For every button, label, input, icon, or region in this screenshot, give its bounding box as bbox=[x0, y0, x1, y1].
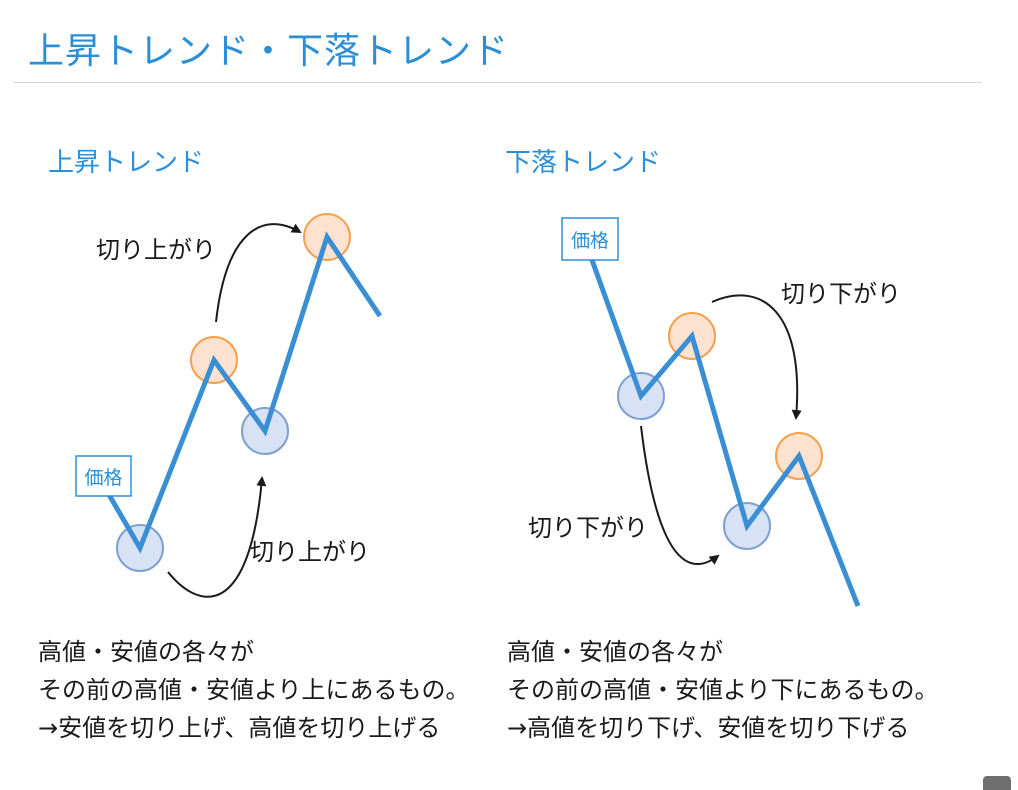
uptrend-lows-label: 切り上がり bbox=[250, 538, 370, 566]
downtrend-lows-arrow bbox=[640, 425, 720, 565]
page-title: 上昇トレンド・下落トレンド bbox=[28, 31, 510, 72]
scroll-top-icon[interactable] bbox=[983, 776, 1011, 790]
uptrend-price-label: 価格 bbox=[84, 467, 122, 489]
uptrend-caption-line: →安値を切り上げ、高値を切り上げる bbox=[38, 714, 441, 742]
downtrend-caption: 高値・安値の各々が その前の高値・安値より下にあるもの。 →高値を切り下げ、安値… bbox=[507, 633, 939, 747]
uptrend-highs-label: 切り上がり bbox=[96, 236, 216, 264]
uptrend-caption-line: 高値・安値の各々が bbox=[38, 638, 254, 666]
downtrend-heading: 下落トレンド bbox=[505, 148, 662, 178]
downtrend-highs-arrow bbox=[711, 294, 802, 420]
downtrend-price-label-box bbox=[561, 217, 619, 261]
title-divider bbox=[14, 82, 982, 83]
uptrend-caption-line: その前の高値・安値より上にあるもの。 bbox=[38, 676, 470, 704]
downtrend-price-line bbox=[589, 259, 861, 607]
downtrend-highs-label: 切り下がり bbox=[781, 280, 901, 308]
downtrend-diagram: 価格 切り下がり 切り下がり bbox=[528, 217, 901, 607]
uptrend-diagram: 価格 切り上がり 切り上がり bbox=[75, 213, 383, 598]
downtrend-caption-line: その前の高値・安値より下にあるもの。 bbox=[507, 676, 939, 704]
downtrend-price-label: 価格 bbox=[571, 230, 609, 252]
downtrend-caption-line: 高値・安値の各々が bbox=[507, 638, 723, 666]
uptrend-caption: 高値・安値の各々が その前の高値・安値より上にあるもの。 →安値を切り上げ、高値… bbox=[38, 633, 470, 747]
uptrend-lows-arrow bbox=[167, 476, 267, 598]
uptrend-heading: 上昇トレンド bbox=[48, 148, 205, 178]
uptrend-price-label-box bbox=[75, 455, 132, 497]
downtrend-caption-line: →高値を切り下げ、安値を切り下げる bbox=[507, 714, 910, 742]
uptrend-highs-arrow bbox=[215, 223, 302, 323]
uptrend-price-line bbox=[105, 231, 383, 554]
downtrend-lows-label: 切り下がり bbox=[528, 514, 648, 542]
